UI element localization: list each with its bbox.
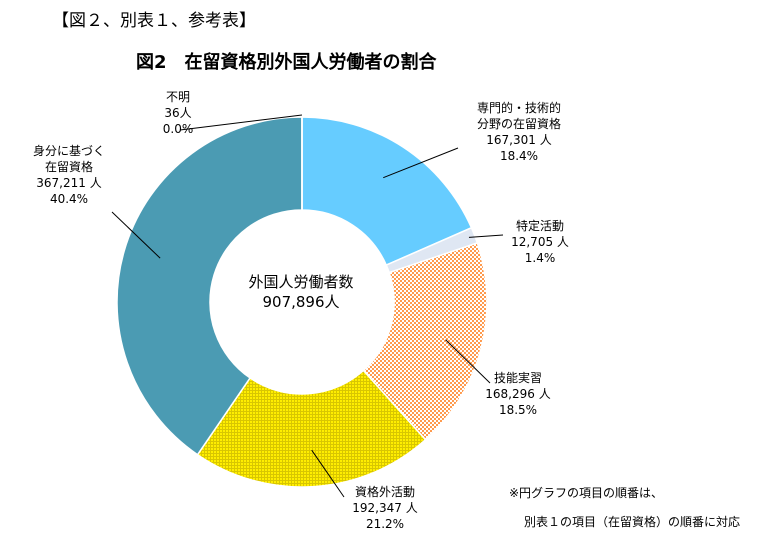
label-unknown-count: 36人 xyxy=(164,106,192,120)
label-outside-activity-percent: 21.2% xyxy=(365,517,405,531)
note-line2: 別表１の項目（在留資格）の順番に対応 xyxy=(524,515,741,529)
label-trainee-count: 168,296 人 xyxy=(485,387,551,401)
label-outside-activity-count: 192,347 人 xyxy=(352,501,418,515)
label-unknown-percent: 0.0% xyxy=(162,122,194,136)
leader-unknown xyxy=(179,114,303,131)
leader-outside-activity xyxy=(311,449,345,498)
label-status-based-count: 367,211 人 xyxy=(36,176,102,190)
label-specialist-percent: 18.4% xyxy=(499,149,539,163)
label-status-based-line2: 在留資格 xyxy=(44,160,93,174)
label-trainee-line1: 技能実習 xyxy=(493,371,542,385)
label-outside-activity: 資格外活動 192,347 人 21.2% xyxy=(340,484,430,532)
label-trainee-percent: 18.5% xyxy=(498,403,538,417)
label-designated-line1: 特定活動 xyxy=(515,219,564,233)
chart-title: 図2 在留資格別外国人労働者の割合 xyxy=(136,52,437,73)
label-unknown-line1: 不明 xyxy=(165,90,190,104)
label-status-based-line1: 身分に基づく xyxy=(32,144,105,158)
center-label: 外国人労働者数 907,896人 xyxy=(217,272,385,312)
label-specialist: 専門的・技術的 分野の在留資格 167,301 人 18.4% xyxy=(459,100,579,164)
label-trainee: 技能実習 168,296 人 18.5% xyxy=(478,370,558,418)
leader-trainee xyxy=(445,339,491,384)
slice-trainee xyxy=(362,241,488,441)
note-line1: ※円グラフの項目の順番は、 xyxy=(509,486,664,500)
leader-specialist xyxy=(383,147,459,179)
label-designated-percent: 1.4% xyxy=(524,251,556,265)
label-specialist-count: 167,301 人 xyxy=(486,133,552,147)
label-designated-count: 12,705 人 xyxy=(511,235,569,249)
leader-status-based xyxy=(111,211,161,259)
center-label-total: 907,896人 xyxy=(262,293,340,311)
label-status-based: 身分に基づく 在留資格 367,211 人 40.4% xyxy=(24,143,114,207)
leader-designated xyxy=(468,234,504,238)
label-status-based-percent: 40.4% xyxy=(49,192,89,206)
label-unknown: 不明 36人 0.0% xyxy=(153,89,203,137)
center-label-title: 外国人労働者数 xyxy=(248,273,354,291)
slice-specialist xyxy=(301,116,473,267)
label-outside-activity-line1: 資格外活動 xyxy=(354,485,415,499)
figure-header: 【図２、別表１、参考表】 xyxy=(52,11,256,31)
label-specialist-line2: 分野の在留資格 xyxy=(476,117,561,131)
label-specialist-line1: 専門的・技術的 xyxy=(476,101,561,115)
slice-outside-activity xyxy=(196,369,427,488)
label-designated: 特定活動 12,705 人 1.4% xyxy=(505,218,575,266)
slice-status-based xyxy=(116,116,303,456)
